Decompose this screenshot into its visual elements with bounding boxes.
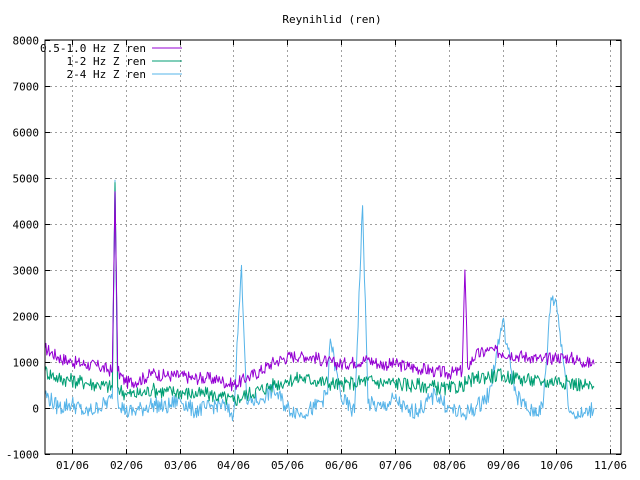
chart-title: Reynihlid (ren) <box>282 13 381 26</box>
y-tick-label: 5000 <box>13 173 40 186</box>
series-line-3 <box>44 179 595 422</box>
y-tick-label: 2000 <box>13 311 40 324</box>
x-tick-label: 02/06 <box>110 459 143 472</box>
y-tick-label: -1000 <box>6 449 39 462</box>
plot-frame <box>44 39 622 455</box>
series-line-1 <box>44 191 595 392</box>
grid-lines <box>45 40 621 454</box>
y-tick-label: 6000 <box>13 127 40 140</box>
x-tick-label: 04/06 <box>217 459 250 472</box>
x-tick-label: 03/06 <box>164 459 197 472</box>
x-tick-label: 08/06 <box>433 459 466 472</box>
legend-label: 1-2 Hz Z ren <box>67 55 146 68</box>
axes: -1000 0 1000 2000 3000 4000 5000 6000 7000 8000 01… <box>6 35 627 473</box>
x-tick-label: 07/06 <box>379 459 412 472</box>
series-line-2 <box>44 182 595 406</box>
y-tick-label: 0 <box>32 403 39 416</box>
x-tick-label: 09/06 <box>487 459 520 472</box>
y-tick-label: 8000 <box>13 35 40 48</box>
x-tick-label: 06/06 <box>325 459 358 472</box>
y-tick-label: 4000 <box>13 219 40 232</box>
legend-label: 0.5-1.0 Hz Z ren <box>40 42 146 55</box>
x-tick-label: 11/06 <box>594 459 627 472</box>
y-tick-label: 3000 <box>13 265 40 278</box>
x-tick-label: 01/06 <box>56 459 89 472</box>
legend-label: 2-4 Hz Z ren <box>67 68 146 81</box>
x-tick-label: 10/06 <box>540 459 573 472</box>
y-tick-label: 1000 <box>13 357 40 370</box>
series-lines <box>44 179 595 422</box>
x-tick-label: 05/06 <box>271 459 304 472</box>
y-tick-label: 7000 <box>13 81 40 94</box>
